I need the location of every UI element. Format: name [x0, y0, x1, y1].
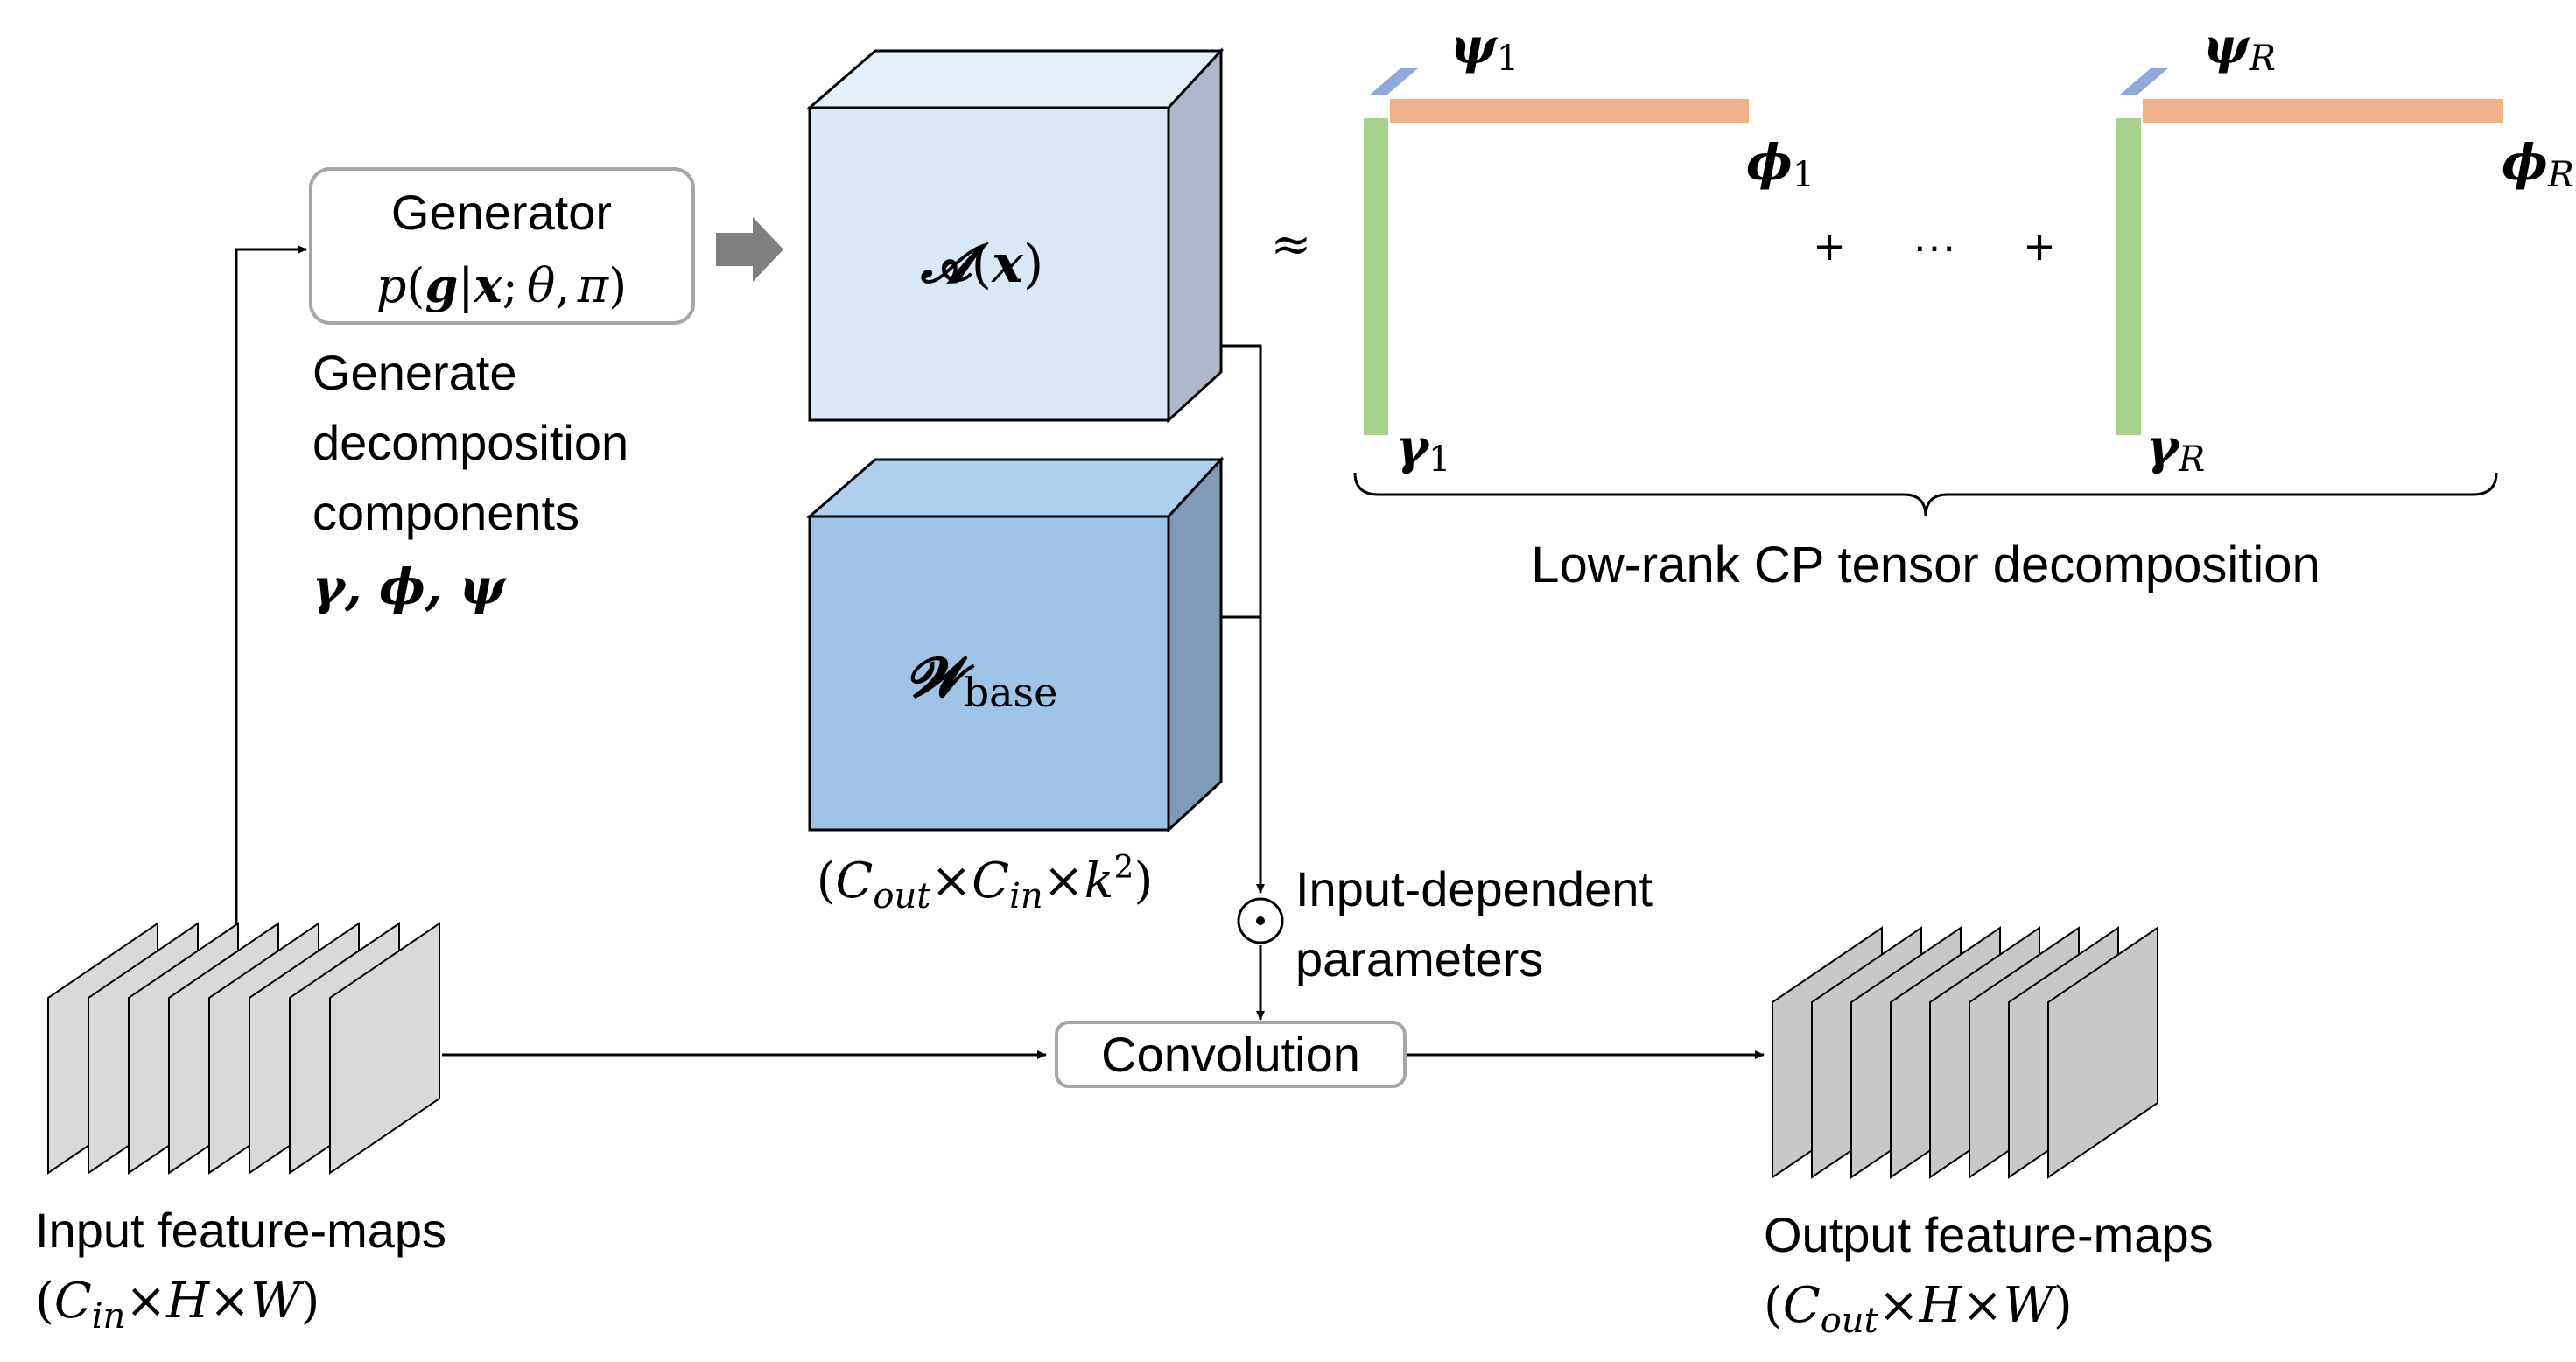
- psi-1-bar: [1370, 68, 1418, 95]
- generator-box: [309, 167, 695, 325]
- tensor-a-label: 𝓐(x): [920, 234, 1044, 295]
- convolution-label: Convolution: [1101, 1027, 1360, 1082]
- tensor-a-front-face: [808, 106, 1170, 422]
- decomposition-label: Low-rank CP tensor decomposition: [1531, 537, 2320, 593]
- generator-title: Generator: [391, 185, 612, 240]
- tensor-w-top-face: [805, 458, 1225, 518]
- tensor-w-front-face: [808, 515, 1170, 832]
- a-output-line: [1221, 344, 1262, 617]
- w-dimensions: (Cout×Cin×k2): [817, 850, 1154, 916]
- plus-sign-1: +: [1814, 219, 1844, 276]
- hadamard-label-line-1: Input-dependent: [1295, 861, 1653, 916]
- generator-formula: p(g|x; θ, π): [376, 257, 627, 313]
- generate-line-2: decomposition: [312, 415, 628, 470]
- feature-map-layer: [2047, 926, 2158, 1179]
- output-maps-label: Output feature-maps: [1764, 1207, 2214, 1262]
- input-maps-dimensions: (Cin×H×W): [35, 1273, 319, 1337]
- gamma-r-label: γR: [2146, 418, 2205, 480]
- generate-components-symbols: γ, ϕ, ψ: [312, 558, 508, 616]
- gamma-1-bar: [1364, 118, 1388, 435]
- phi-1-label: ϕ1: [1746, 134, 1814, 195]
- psi-1-label: ψ1: [1450, 18, 1519, 79]
- feature-map-layer: [329, 922, 440, 1175]
- input-to-generator-arrow: [235, 245, 307, 924]
- phi-1-bar: [1390, 99, 1749, 123]
- generate-line-3: components: [312, 485, 579, 540]
- output-maps-dimensions: (Cout×H×W): [1764, 1277, 2073, 1341]
- tensor-w-side-face: [1167, 456, 1223, 833]
- gamma-1-label: γ1: [1396, 418, 1450, 480]
- psi-r-bar: [2120, 68, 2168, 95]
- hadamard-label-line-2: parameters: [1295, 931, 1543, 986]
- ellipsis: ···: [1913, 221, 1956, 270]
- phi-r-label: ϕR: [2502, 134, 2574, 195]
- tensor-a-side-face: [1167, 47, 1223, 424]
- tensor-a-cube: [805, 47, 1225, 424]
- generator-to-tensor-arrow: [716, 217, 783, 282]
- input-maps-label: Input feature-maps: [35, 1203, 446, 1258]
- decomposition-brace: [1353, 472, 2498, 517]
- tensor-w-cube: [805, 456, 1225, 833]
- psi-r-label: ψR: [2203, 18, 2276, 79]
- tensor-a-top-face: [805, 49, 1225, 109]
- plus-sign-2: +: [2025, 219, 2054, 276]
- convolution-box: [1055, 1021, 1407, 1088]
- input-maps-layers: [47, 922, 440, 1175]
- gamma-r-bar: [2116, 118, 2141, 435]
- phi-r-bar: [2143, 99, 2503, 123]
- generate-line-1: Generate: [312, 345, 517, 400]
- approx-symbol: ≈: [1271, 216, 1312, 273]
- output-maps-layers: [1772, 926, 2158, 1179]
- hadamard-dot: [1256, 916, 1265, 925]
